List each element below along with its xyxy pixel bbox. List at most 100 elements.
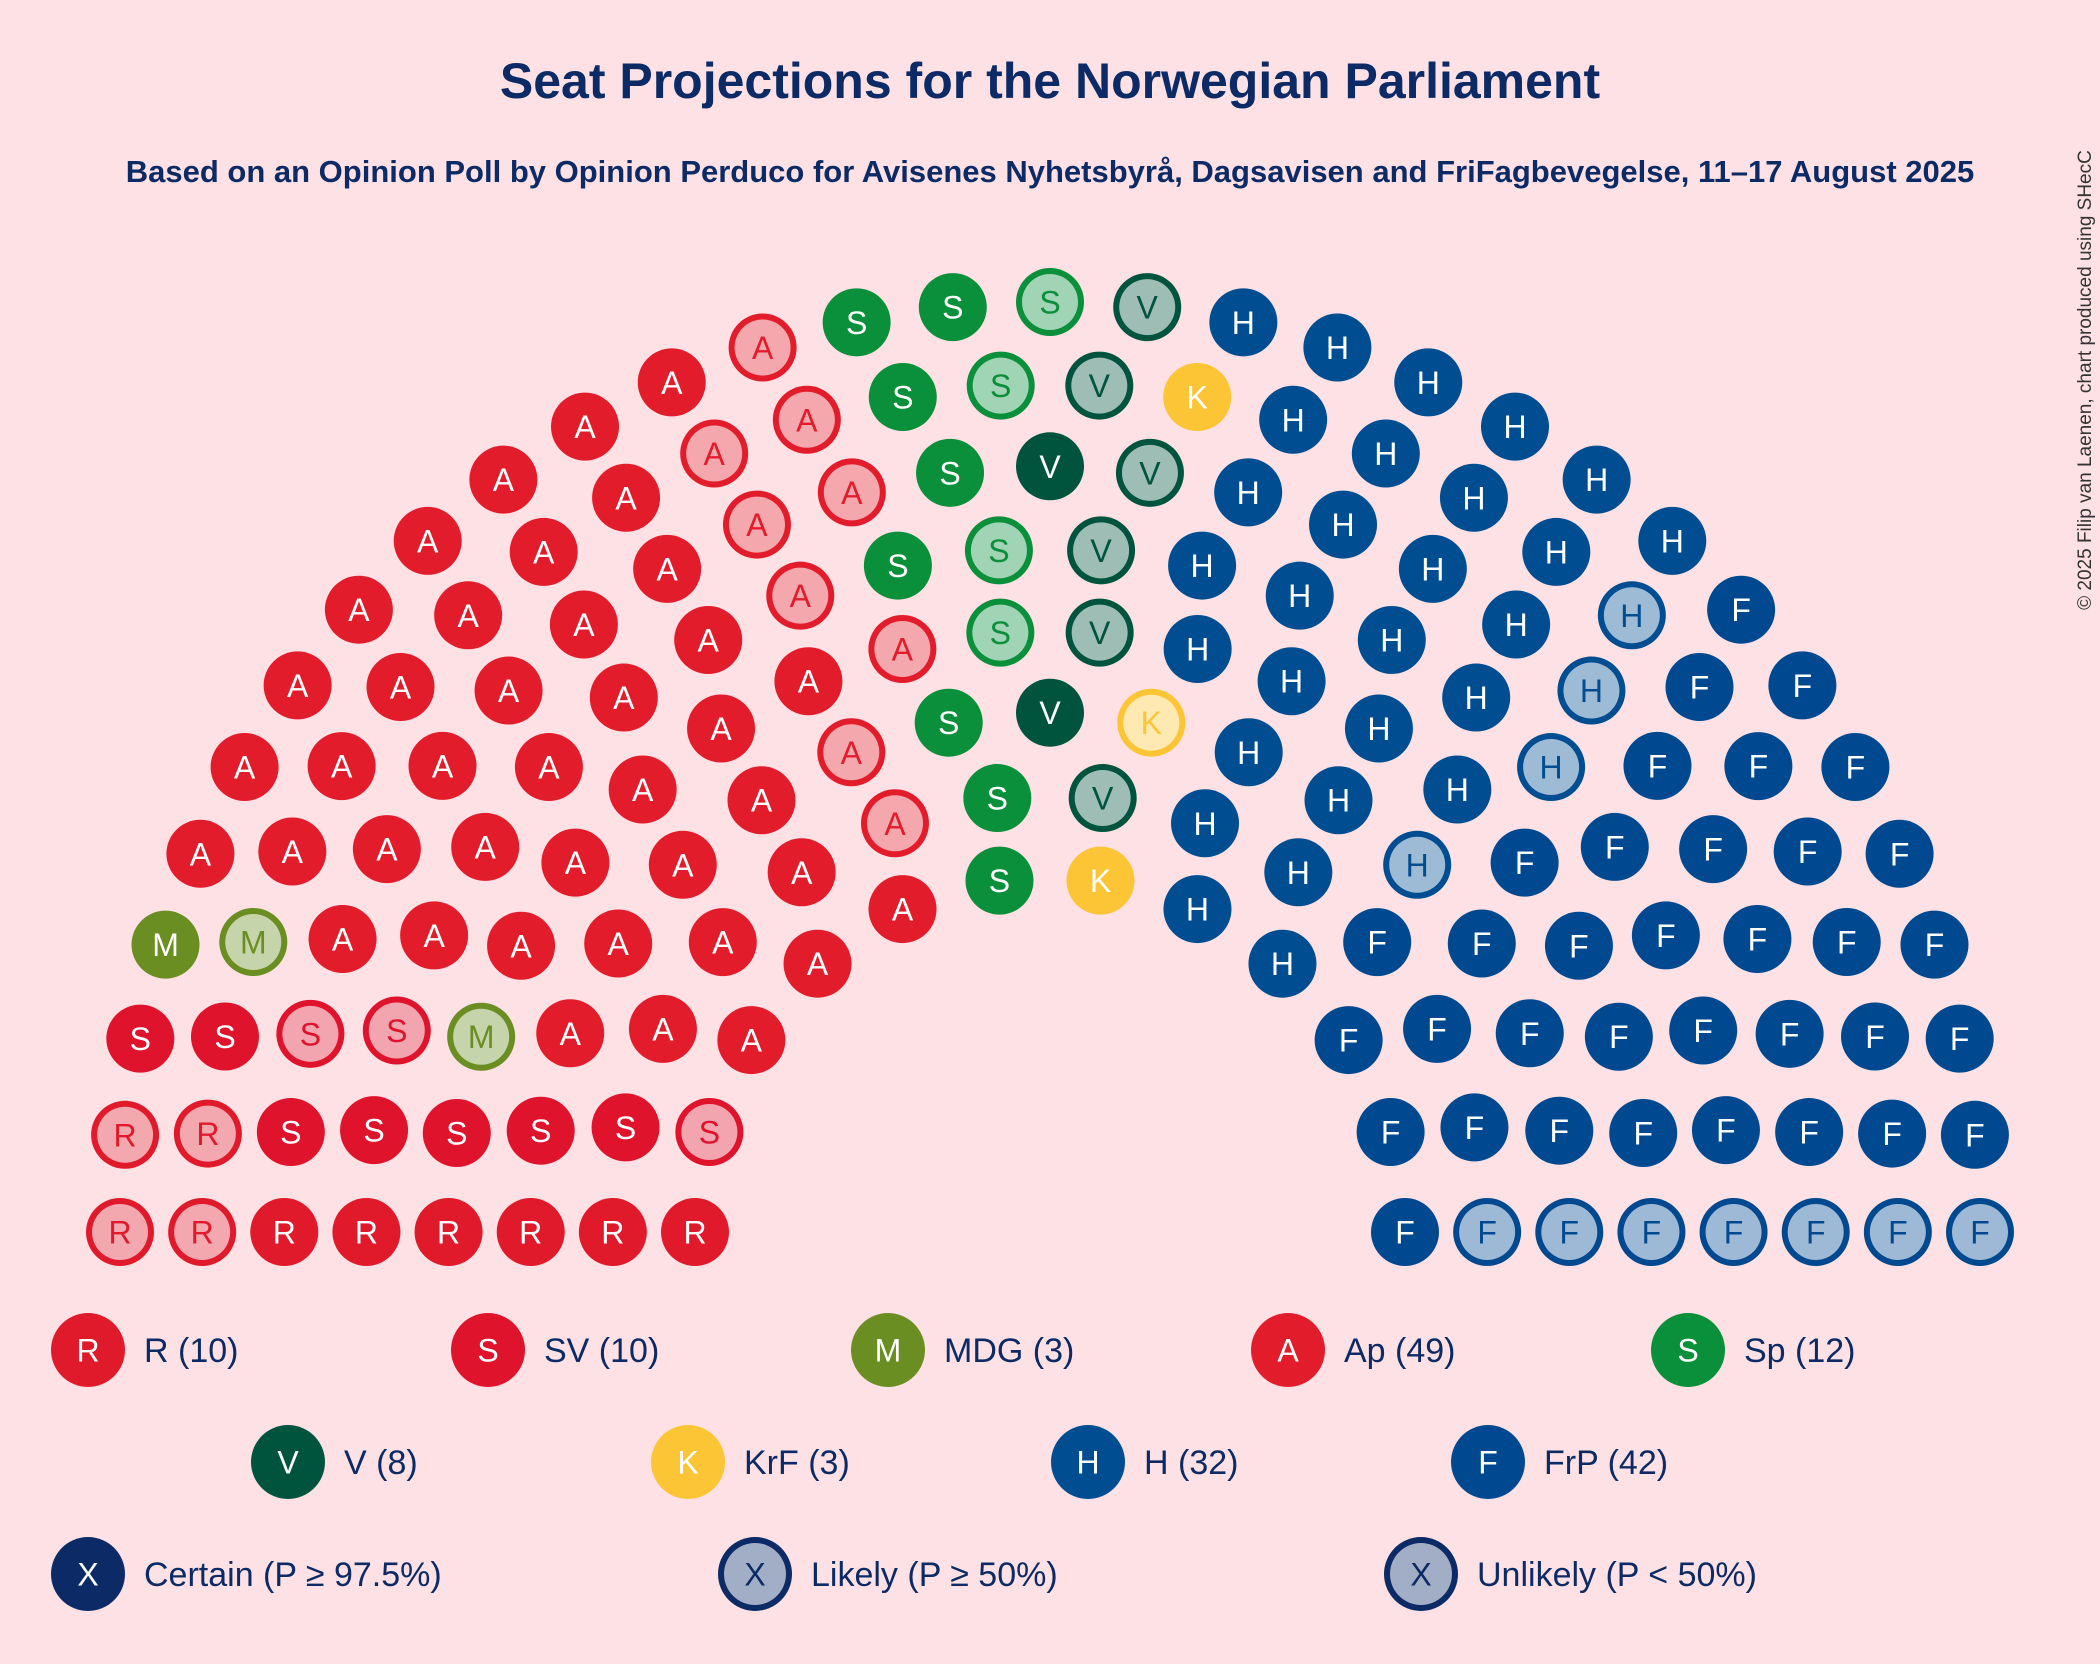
- svg-text:H: H: [1191, 548, 1214, 584]
- seat-sp: S: [966, 598, 1035, 667]
- svg-text:H: H: [1193, 806, 1216, 842]
- copyright-note: © 2025 Filip van Laenen, chart produced …: [2075, 150, 2096, 610]
- svg-text:F: F: [1690, 670, 1710, 706]
- seat-ap: A: [637, 348, 706, 417]
- seat-ap: A: [210, 733, 279, 801]
- seat-ap: A: [717, 1006, 786, 1075]
- svg-text:S: S: [300, 1016, 321, 1052]
- svg-text:F: F: [1478, 1445, 1498, 1481]
- seat-krf: K: [1163, 363, 1232, 432]
- svg-text:A: A: [565, 845, 587, 881]
- svg-text:F: F: [1731, 592, 1751, 628]
- svg-text:H: H: [1331, 507, 1354, 543]
- seat-v: V: [1113, 273, 1182, 342]
- seat-sp: S: [863, 531, 932, 600]
- seat-ap: A: [514, 733, 583, 802]
- svg-text:A: A: [560, 1016, 582, 1052]
- seat-sp: S: [1016, 268, 1084, 336]
- seat-sv: S: [506, 1096, 575, 1165]
- svg-text:A: A: [892, 631, 914, 667]
- svg-text:V: V: [1039, 449, 1061, 485]
- svg-text:H: H: [1661, 523, 1684, 559]
- seat-sv: S: [591, 1093, 660, 1162]
- svg-text:H: H: [1540, 750, 1563, 786]
- seat-frp: F: [1755, 999, 1824, 1068]
- svg-text:S: S: [615, 1110, 636, 1146]
- seat-h: H: [1209, 288, 1278, 357]
- seat-frp: F: [1631, 901, 1700, 970]
- svg-text:A: A: [282, 834, 304, 870]
- svg-text:S: S: [130, 1021, 151, 1057]
- svg-text:M: M: [875, 1333, 902, 1369]
- svg-text:F: F: [1550, 1113, 1570, 1149]
- seat-h: H: [1264, 838, 1333, 907]
- seat-r: R: [661, 1198, 729, 1266]
- svg-text:V: V: [1137, 290, 1159, 326]
- svg-text:F: F: [1837, 925, 1857, 961]
- svg-text:V: V: [1039, 695, 1061, 731]
- legend-unlikely-label: Unlikely (P < 50%): [1477, 1556, 1757, 1594]
- svg-text:H: H: [1503, 409, 1526, 445]
- svg-text:A: A: [538, 750, 560, 786]
- svg-text:F: F: [1477, 1215, 1497, 1251]
- seat-ap: A: [541, 828, 610, 897]
- svg-text:S: S: [699, 1115, 720, 1151]
- seat-ap: A: [680, 419, 749, 488]
- seat-sv: S: [276, 999, 345, 1068]
- seat-ap: A: [868, 875, 937, 944]
- svg-text:A: A: [752, 330, 774, 366]
- svg-text:A: A: [533, 534, 555, 570]
- seat-sp: S: [966, 351, 1035, 420]
- svg-text:S: S: [990, 615, 1011, 651]
- seat-sv: S: [106, 1004, 175, 1073]
- seat-ap: A: [722, 490, 791, 559]
- svg-text:F: F: [1749, 749, 1769, 785]
- svg-text:A: A: [613, 680, 635, 716]
- seat-ap: A: [766, 561, 835, 630]
- svg-text:H: H: [1446, 772, 1469, 808]
- svg-text:H: H: [1380, 623, 1403, 659]
- seat-ap: A: [474, 656, 543, 725]
- seat-r: R: [250, 1198, 319, 1266]
- svg-text:F: F: [1846, 750, 1866, 786]
- seat-sv: S: [422, 1099, 491, 1168]
- svg-text:R: R: [519, 1215, 542, 1251]
- svg-text:A: A: [574, 409, 596, 445]
- seat-ap: A: [366, 653, 435, 722]
- legend-certain-marker: X: [51, 1537, 125, 1611]
- svg-text:F: F: [1799, 1115, 1819, 1151]
- seat-frp: F: [1609, 1099, 1678, 1168]
- seat-ap: A: [687, 694, 756, 763]
- svg-text:F: F: [1950, 1021, 1970, 1057]
- svg-text:X: X: [744, 1557, 765, 1593]
- legend-likely-marker: X: [718, 1537, 792, 1611]
- seat-mdg: M: [219, 908, 288, 977]
- svg-text:A: A: [841, 475, 863, 511]
- svg-text:F: F: [1560, 1215, 1580, 1251]
- seat-sp: S: [822, 288, 891, 357]
- seat-frp: F: [1623, 731, 1692, 800]
- seat-ap: A: [536, 999, 605, 1068]
- seat-frp: F: [1495, 999, 1564, 1068]
- svg-text:A: A: [652, 1011, 674, 1047]
- seat-h: H: [1394, 348, 1463, 417]
- seat-sp: S: [918, 273, 987, 342]
- svg-text:H: H: [1232, 305, 1255, 341]
- legend-swatch-mdg: M: [851, 1313, 925, 1387]
- svg-text:R: R: [273, 1215, 296, 1251]
- seat-h: H: [1265, 561, 1334, 630]
- svg-text:H: H: [1585, 462, 1608, 498]
- seat-h: H: [1557, 656, 1626, 725]
- svg-text:H: H: [1462, 480, 1485, 516]
- seat-frp: F: [1699, 1198, 1768, 1266]
- seat-v: V: [1016, 432, 1084, 501]
- svg-text:M: M: [152, 927, 179, 963]
- svg-text:R: R: [191, 1215, 214, 1251]
- seat-frp: F: [1812, 908, 1881, 977]
- svg-text:V: V: [1090, 533, 1112, 569]
- seat-h: H: [1517, 733, 1586, 802]
- seat-h: H: [1398, 534, 1467, 603]
- seat-sv: S: [675, 1097, 744, 1166]
- seat-frp: F: [1940, 1100, 2009, 1169]
